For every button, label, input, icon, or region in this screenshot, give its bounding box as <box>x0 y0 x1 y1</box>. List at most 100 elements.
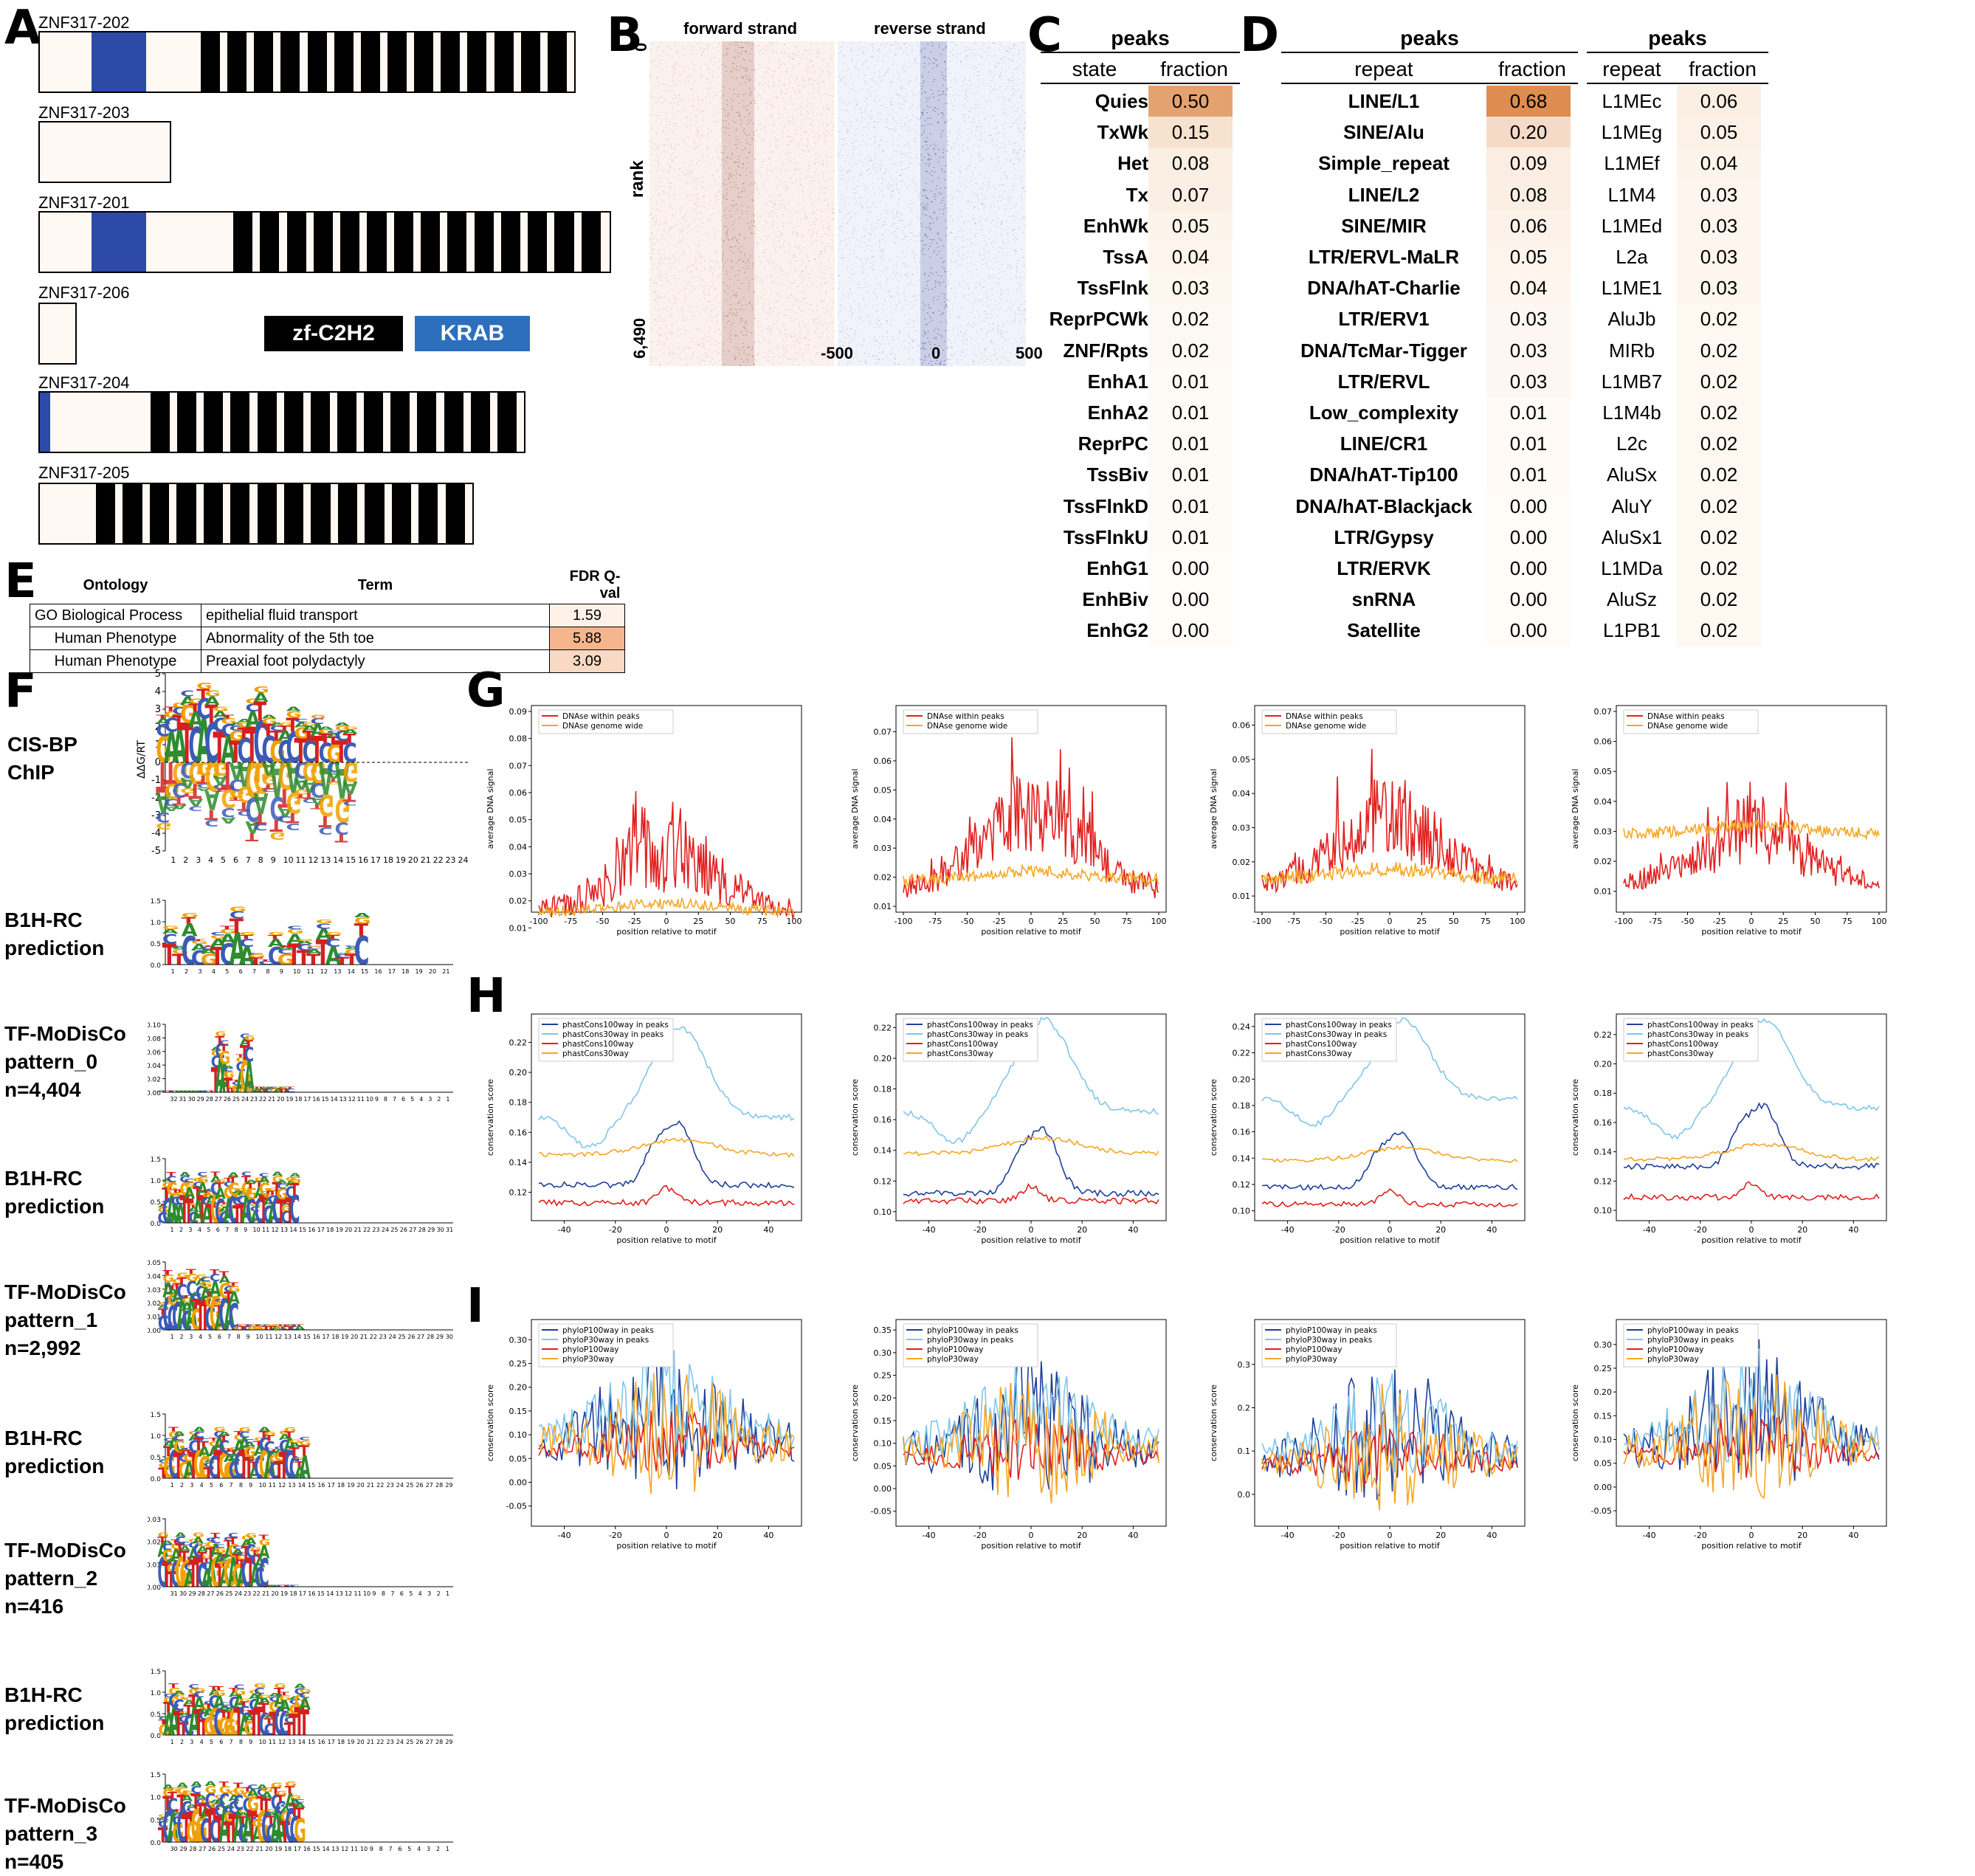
transcript-label: ZNF317-204 <box>38 373 130 393</box>
motif-count: n=405 <box>4 1848 126 1876</box>
motif-source: TF-MoDisCo <box>4 1792 126 1820</box>
y-tick-label: 0.05 <box>509 1454 528 1463</box>
x-tick-label: -75 <box>1649 917 1662 926</box>
logo-y-tick: 0.03 <box>148 1517 161 1524</box>
zf-c2h2-domain <box>258 393 277 452</box>
table-row-value: 0.01 <box>1148 463 1233 486</box>
series-line-dnase-within-peaks <box>539 791 794 919</box>
x-tick-label: -20 <box>609 1225 622 1235</box>
rank-axis-label: rank <box>627 160 648 198</box>
motif-pattern: pattern_2 <box>4 1565 126 1593</box>
x-tick-label: -50 <box>1681 917 1695 926</box>
fdr-cell: 1.59 <box>550 604 625 627</box>
y-tick-label: 0.15 <box>509 1407 528 1416</box>
x-tick-label: -75 <box>564 917 577 926</box>
column-header-label: state <box>1041 58 1148 81</box>
table-row-value: 0.04 <box>1486 277 1571 300</box>
y-tick-label: 0.14 <box>1594 1148 1613 1157</box>
x-tick-label: 0 <box>1388 1531 1393 1540</box>
x-tick-label: 20 <box>1435 1225 1446 1235</box>
table-row-label: ZNF/Rpts <box>1041 339 1148 362</box>
y-tick-label: 0.10 <box>1233 1207 1251 1216</box>
x-tick-label: 40 <box>1848 1531 1858 1540</box>
y-tick-label: 0.25 <box>509 1359 528 1369</box>
table-row-label: Quies <box>1041 90 1148 113</box>
table-row-label: TssFlnkD <box>1041 495 1148 518</box>
term-cell: Abnormality of the 5th toe <box>201 627 550 650</box>
logo-y-tick: 1.0 <box>151 920 162 927</box>
table-row: Human Phenotype Abnormality of the 5th t… <box>30 627 625 650</box>
table-row-value: 0.03 <box>1486 339 1571 362</box>
logo-base-letter: A <box>193 1427 205 1433</box>
y-axis-label: conservation score <box>1571 1384 1580 1461</box>
x-tick-label: -20 <box>1694 1225 1707 1235</box>
table-row-label: EnhA1 <box>1041 370 1148 393</box>
legend-entry: DNAse genome wide <box>1647 722 1728 731</box>
logo-base-letter: T <box>210 1532 220 1539</box>
logo-base-letter: G <box>268 932 285 937</box>
logo-base-letter: T <box>219 1270 230 1277</box>
x-tick-label: -100 <box>895 917 913 926</box>
y-tick-label: 0.3 <box>1238 1360 1251 1370</box>
y-tick-label: 0.00 <box>874 1484 892 1494</box>
motif-count: n=4,404 <box>4 1076 126 1104</box>
zf-c2h2-domain <box>230 484 249 543</box>
table-row-value: 0.00 <box>1486 526 1571 549</box>
y-tick-label: 0.20 <box>1594 1387 1613 1397</box>
x-tick-label: 100 <box>1151 917 1167 926</box>
legend-entry: phyloP100way in peaks <box>927 1326 1018 1335</box>
logo-base-letter: G <box>297 938 314 942</box>
legend-entry: phyloP100way in peaks <box>1647 1326 1739 1335</box>
logo-base-letter: A <box>190 1780 201 1788</box>
table-row-value: 0.01 <box>1486 401 1571 424</box>
logo-y-tick: 5 <box>155 669 161 680</box>
logo-base-letter: G <box>263 1431 276 1437</box>
table-header-peaks: peaks <box>1587 27 1768 50</box>
y-tick-label: 0.02 <box>1594 857 1613 866</box>
x-tick-label: 0 <box>1749 1225 1754 1235</box>
logo-base-letter: G <box>271 1782 283 1789</box>
y-axis-label: conservation score <box>1209 1384 1219 1461</box>
y-tick-label: 0.15 <box>874 1416 892 1426</box>
table-row-label: SINE/MIR <box>1281 215 1486 238</box>
modisco-motif-logo: 0.000.010.020.030.040.05CTAGCAGTCGATCATG… <box>148 1255 458 1351</box>
table-row-value: 0.02 <box>1677 370 1761 393</box>
table-row-value: 0.00 <box>1148 588 1233 611</box>
logo-y-tick: 1.0 <box>151 1433 162 1441</box>
y-tick-label: 0.08 <box>509 734 528 744</box>
enrichment-table: Ontology Term FDR Q-val GO Biological Pr… <box>30 567 625 673</box>
y-axis-label: average DNA signal <box>1209 769 1219 849</box>
table-row-value: 0.03 <box>1677 277 1761 300</box>
logo-base-letter: A <box>224 1066 235 1069</box>
motif-count: n=2,992 <box>4 1334 126 1362</box>
x-tick-label: 100 <box>1872 917 1887 926</box>
table-row-value: 0.09 <box>1486 152 1571 175</box>
motif-source: B1H-RC <box>4 1424 104 1452</box>
y-tick-label: 0.20 <box>509 1068 528 1077</box>
y-tick-label: 0.20 <box>1594 1060 1613 1069</box>
table-row-value: 0.02 <box>1677 526 1761 549</box>
y-tick-label: 0.03 <box>1594 827 1613 836</box>
x-tick-label: -20 <box>609 1531 622 1540</box>
table-row-label: DNA/TcMar-Tigger <box>1281 339 1486 362</box>
b1h-motif-logo: 0.00.51.01.5CGATCTGAAGCTACGTACGTTGCATAGC… <box>148 1151 458 1244</box>
y-tick-label: 0.18 <box>1594 1089 1613 1098</box>
x-tick-label: 500 <box>1016 344 1043 363</box>
zf-c2h2-domain <box>414 32 433 92</box>
transcript-bar <box>38 303 77 365</box>
y-tick-label: 0.20 <box>1233 1075 1251 1084</box>
logo-base-letter: C <box>199 1438 210 1443</box>
y-tick-label: 0.05 <box>874 785 892 795</box>
legend-entry: phastCons100way <box>562 1040 634 1049</box>
table-row-value: 0.02 <box>1677 495 1761 518</box>
